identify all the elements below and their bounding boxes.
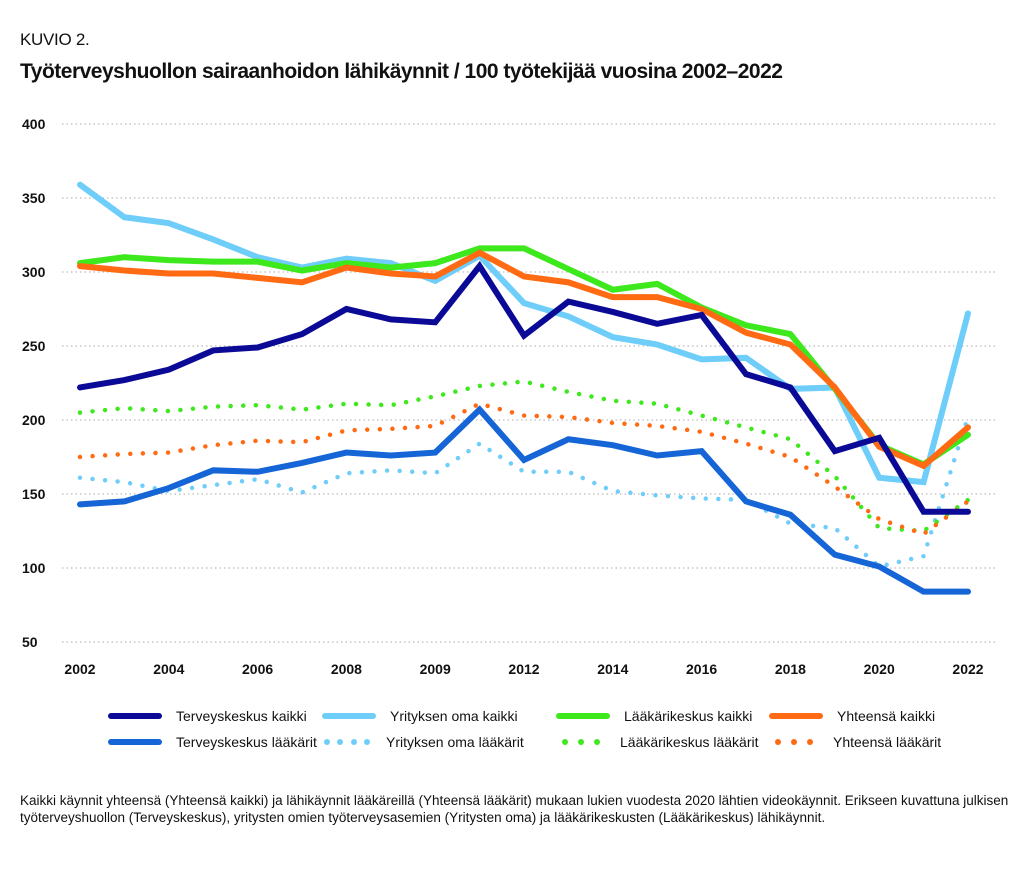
legend: Terveyskeskus kaikki Yrityksen oma kaikki… xyxy=(0,706,1024,766)
legend-label: Lääkärikeskus kaikki xyxy=(624,708,753,724)
x-tick-label: 2009 xyxy=(420,661,451,677)
y-tick-label: 250 xyxy=(22,338,46,354)
x-tick-label: 2006 xyxy=(242,661,273,677)
x-tick-label: 2004 xyxy=(153,661,184,677)
series-lääkärikeskus-lääkärit xyxy=(77,379,971,534)
y-tick-label: 400 xyxy=(22,116,46,132)
series-yhteensä-lääkärit xyxy=(77,401,971,537)
series-dotted-line xyxy=(77,414,971,569)
x-tick-label: 2002 xyxy=(64,661,95,677)
legend-item: Yhteensä kaikki xyxy=(765,706,935,726)
legend-label: Yhteensä kaikki xyxy=(837,708,936,724)
series-layer xyxy=(77,181,971,595)
legend-label: Lääkärikeskus lääkärit xyxy=(620,734,759,750)
legend-item: Terveyskeskus lääkärit xyxy=(104,732,317,752)
chart-title: Työterveyshuollon sairaanhoidon lähikäyn… xyxy=(20,60,783,83)
x-tick-label: 2022 xyxy=(952,661,983,677)
legend-label: Yrityksen oma lääkärit xyxy=(386,734,524,750)
series-line xyxy=(77,245,971,468)
x-tick-label: 2020 xyxy=(864,661,895,677)
y-tick-label: 300 xyxy=(22,264,46,280)
legend-swatch xyxy=(765,737,823,747)
x-tick-label: 2018 xyxy=(775,661,806,677)
legend-swatch xyxy=(104,737,166,747)
y-tick-label: 200 xyxy=(22,412,46,428)
series-line xyxy=(77,405,971,595)
series-terveyskeskus-kaikki xyxy=(77,260,971,515)
series-lääkärikeskus-kaikki xyxy=(77,245,971,468)
legend-label: Terveyskeskus lääkärit xyxy=(176,734,317,750)
x-tick-label: 2014 xyxy=(597,661,628,677)
legend-swatch xyxy=(765,711,827,721)
legend-swatch xyxy=(318,711,380,721)
legend-label: Terveyskeskus kaikki xyxy=(176,708,307,724)
legend-item: Yrityksen oma kaikki xyxy=(318,706,518,726)
x-tick-label: 2012 xyxy=(508,661,539,677)
y-tick-label: 350 xyxy=(22,190,46,206)
legend-item: Lääkärikeskus lääkärit xyxy=(552,732,759,752)
series-terveyskeskus-lääkärit xyxy=(77,405,971,595)
figure-label: KUVIO 2. xyxy=(20,30,90,49)
y-axis-ticks: 50 100 150 200 250 300 350 400 xyxy=(22,116,46,650)
legend-label: Yhteensä lääkärit xyxy=(833,734,942,750)
x-tick-label: 2008 xyxy=(331,661,362,677)
x-axis-ticks: 2002 2004 2006 2008 2009 2012 2014 2016 2018 2020… xyxy=(64,661,983,677)
series-yrityksen-oma-lääkärit xyxy=(77,414,971,569)
legend-swatch xyxy=(318,737,376,747)
y-tick-label: 150 xyxy=(22,486,46,502)
footnote: Kaikki käynnit yhteensä (Yhteensä kaikki… xyxy=(20,793,1009,825)
legend-item: Terveyskeskus kaikki xyxy=(104,706,307,726)
series-line xyxy=(77,249,971,470)
x-tick-label: 2016 xyxy=(686,661,717,677)
legend-swatch xyxy=(104,711,166,721)
legend-item: Lääkärikeskus kaikki xyxy=(552,706,752,726)
line-chart: 50 100 150 200 250 300 350 400 2002 2004 2006 2008… xyxy=(22,116,995,677)
series-yhteensä-kaikki xyxy=(77,249,971,470)
y-tick-label: 50 xyxy=(22,634,38,650)
legend-swatch xyxy=(552,711,614,721)
legend-label: Yrityksen oma kaikki xyxy=(390,708,518,724)
legend-item: Yrityksen oma lääkärit xyxy=(318,732,524,752)
legend-item: Yhteensä lääkärit xyxy=(765,732,941,752)
y-tick-label: 100 xyxy=(22,560,46,576)
legend-swatch xyxy=(552,737,610,747)
